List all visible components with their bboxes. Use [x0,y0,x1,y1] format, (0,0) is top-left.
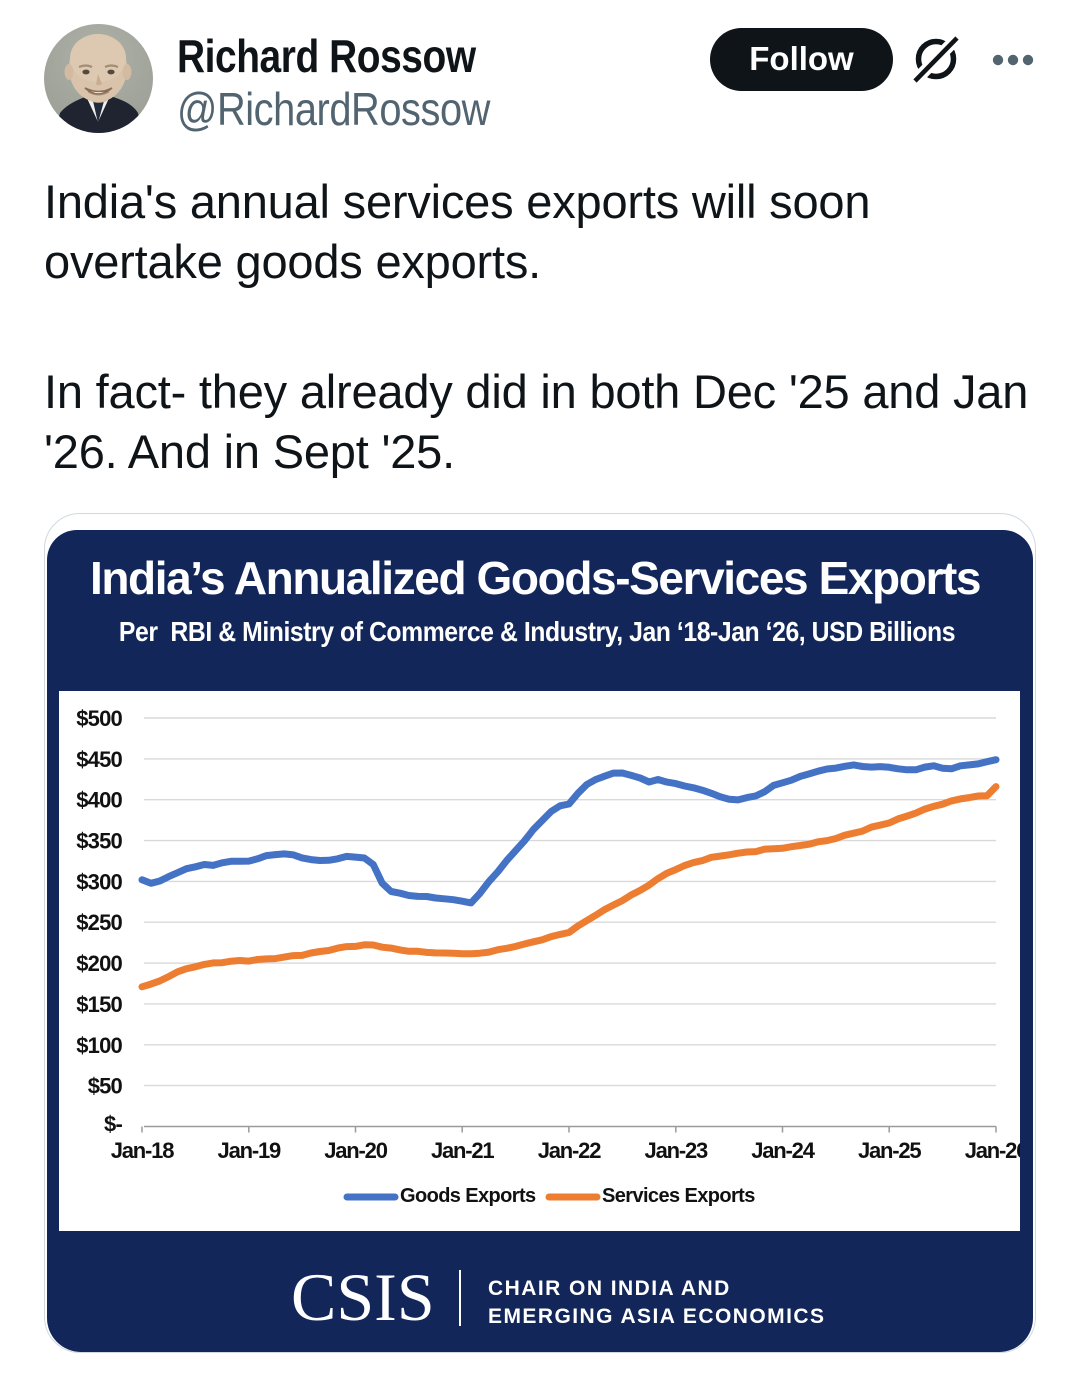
svg-text:$350: $350 [76,829,122,854]
svg-text:$300: $300 [76,869,122,894]
svg-text:Jan-24: Jan-24 [751,1138,815,1163]
svg-text:Jan-20: Jan-20 [324,1138,387,1163]
svg-text:$100: $100 [76,1033,122,1058]
svg-text:Jan-19: Jan-19 [218,1138,281,1163]
svg-text:$400: $400 [76,788,122,813]
svg-text:Jan-23: Jan-23 [645,1138,708,1163]
svg-text:$250: $250 [76,910,122,935]
svg-text:Goods Exports: Goods Exports [400,1185,536,1207]
svg-text:Jan-26: Jan-26 [965,1138,1020,1163]
svg-text:Jan-21: Jan-21 [431,1138,494,1163]
svg-text:$200: $200 [76,951,122,976]
svg-text:Jan-22: Jan-22 [538,1138,601,1163]
svg-text:Services Exports: Services Exports [602,1185,755,1207]
svg-text:$450: $450 [76,747,122,772]
svg-text:$50: $50 [88,1074,123,1099]
svg-text:$150: $150 [76,992,122,1017]
svg-text:$-: $- [104,1112,122,1137]
svg-text:Jan-18: Jan-18 [111,1138,174,1163]
svg-text:$500: $500 [76,706,122,731]
svg-text:Jan-25: Jan-25 [858,1138,921,1163]
